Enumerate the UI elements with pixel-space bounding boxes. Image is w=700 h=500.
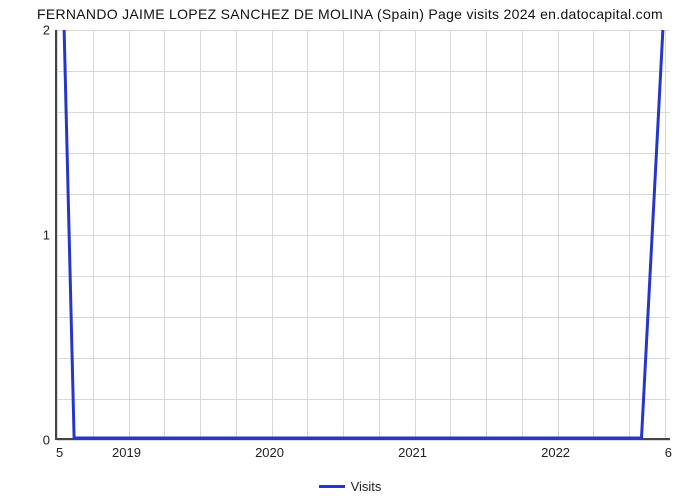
h-gridline: [57, 440, 670, 441]
legend-swatch: [319, 485, 345, 488]
legend-label: Visits: [351, 479, 382, 494]
plot-area: [55, 30, 670, 440]
y-tick-label: 1: [30, 228, 50, 243]
x-secondary-right: 6: [665, 445, 672, 460]
chart-title: FERNANDO JAIME LOPEZ SANCHEZ DE MOLINA (…: [0, 6, 700, 22]
visits-line: [64, 30, 663, 438]
x-secondary-left: 5: [56, 445, 63, 460]
series-line: [57, 30, 670, 438]
x-tick-label: 2022: [541, 445, 570, 460]
y-tick-label: 2: [30, 23, 50, 38]
x-tick-label: 2021: [398, 445, 427, 460]
x-tick-label: 2020: [255, 445, 284, 460]
x-tick-label: 2019: [112, 445, 141, 460]
legend: Visits: [0, 479, 700, 494]
y-tick-label: 0: [30, 433, 50, 448]
